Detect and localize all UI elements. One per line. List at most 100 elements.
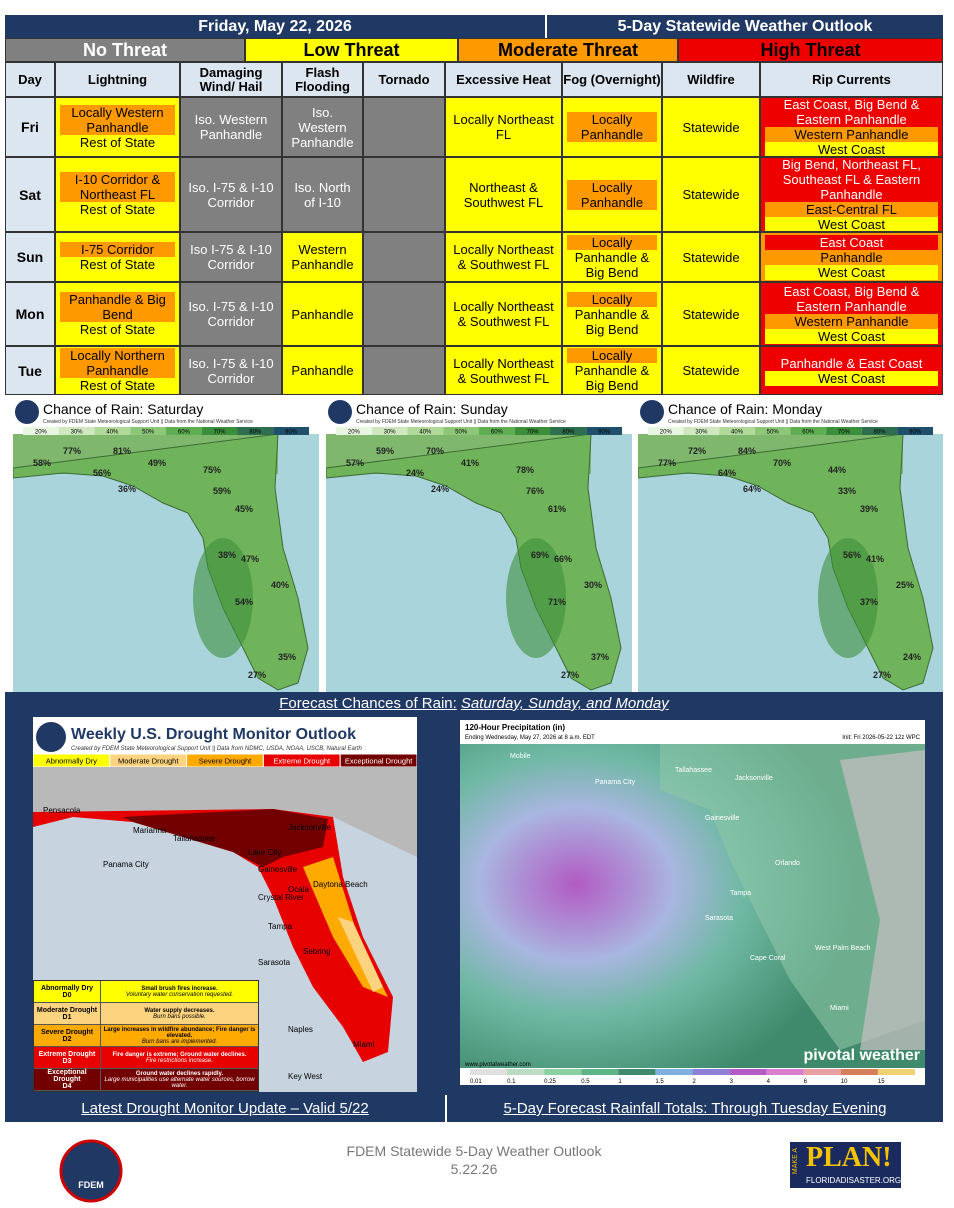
cell-text: Iso. I-75 & I-10 Corridor [185,355,277,386]
table-cell: Iso. I-75 & I-10 Corridor [180,346,282,395]
cell-text: Panhandle [765,249,938,265]
impact-note: Fire restrictions increase. [145,1057,214,1064]
threat-level: High Threat [678,38,943,62]
cell-text: Rest of State [60,134,175,150]
rain-pct: 64% [718,468,736,478]
rain-pct: 66% [554,554,572,564]
scale-box [655,1069,693,1075]
level-cell: Extreme Drought D3 [34,1047,100,1068]
level-code: D4 [62,1083,72,1090]
scale-label: 40% [731,430,744,436]
scale-box [618,1069,656,1075]
figure: Chance of Rain: Monday Created by FDEM St… [638,398,943,692]
cell-text: Locally Panhandle [567,112,657,142]
rain-pct: 78% [516,465,534,475]
cell-text: Locally Northeast & Southwest FL [450,299,557,329]
cell-text: Panhandle & Big Bend [567,363,657,393]
legend-label: Abnormally Dry [46,757,98,766]
table-cell: Panhandle & East Coast West Coast [760,346,943,395]
precip-valid: Ending Wednesday, May 27, 2026 at 8 a.m.… [465,735,595,741]
table-cell: Iso. Western Panhandle [180,97,282,157]
scale-box [840,1069,878,1075]
title: 5-Day Statewide Weather Outlook [545,15,943,38]
cell-text: Western Panhandle [765,127,938,142]
scale-label: 70% [527,430,540,436]
header-strip [460,720,925,744]
impact: Small brush fires increase. [141,985,218,992]
scale-label: 6 [804,1079,808,1085]
scale-label: 50% [455,430,468,436]
map-title: Chance of Rain: Saturday [43,401,203,417]
rain-pct: 27% [873,670,891,680]
scale-box [648,427,684,435]
impact-cell: Ground water declines rapidly. Large muni… [100,1069,258,1090]
level-cell: Abnormally Dry D0 [34,981,100,1002]
cell-text: East-Central FL [765,202,938,217]
table-cell [363,346,445,395]
fl-d0 [338,917,383,992]
wet-area [818,538,878,658]
rain-pct: 56% [93,468,111,478]
table-cell: East Coast, Big Bend & Eastern Panhandle… [760,97,943,157]
cell-text: East Coast [765,234,938,250]
table-cell: Locally Panhandle & Big Bend [562,282,662,346]
city: Pensacola [43,806,81,815]
drought-table: Abnormally Dry D0 Small brush fires increa… [33,980,259,1092]
legend-label: Moderate Drought [118,757,179,766]
plan-site: FLORIDADISASTER.ORG [806,1176,902,1185]
cell-text: Iso. Western Panhandle [287,104,358,150]
city: Crystal River [258,893,304,902]
scale-label: 1.5 [655,1079,664,1085]
impact-note: Voluntary water conservation requested. [125,991,234,998]
cell-text: Panhandle & Big Bend [567,306,657,337]
impact: Large increases in wildfire abundance; F… [103,1026,256,1039]
scale-label: 20% [348,430,361,436]
drought-title: Weekly U.S. Drought Monitor Outlook [71,726,356,743]
rain-pct: 58% [33,458,51,468]
day-cell: Tue [5,346,55,395]
day-cell: Sun [5,232,55,282]
footer-line: FDEM Statewide 5-Day Weather Outlook [346,1143,602,1159]
table-row: Extreme Drought D3 Fire danger is extreme;… [34,1047,258,1069]
city: Marianna [133,826,167,835]
rain-pct: 75% [203,465,221,475]
scale-box [729,1069,767,1075]
city: Ocala [288,885,309,894]
scale-box [336,427,372,435]
scale-box [94,427,131,435]
scale-label: 0.1 [507,1079,516,1085]
seal [59,1139,123,1203]
impact: Ground water declines rapidly. [135,1070,224,1077]
impact-cell: Small brush fires increase. Voluntary wat… [100,981,258,1002]
city: Tampa [730,890,751,897]
logo [640,400,664,424]
rain-pct: 41% [866,554,884,564]
rain-pct: 36% [118,484,136,494]
table-cell: Panhandle & Big Bend Rest of State [55,282,180,346]
level-code: D0 [62,991,72,999]
wet-area [506,538,566,658]
map-title: Chance of Rain: Sunday [356,401,508,417]
table-cell: Statewide [662,282,760,346]
figure: 120-Hour Precipitation (in) Ending Wednes… [460,720,925,1085]
city: Miami [353,1040,375,1049]
impact-cell: Large increases in wildfire abundance; F… [100,1025,258,1046]
scale-label: 60% [178,430,191,436]
table-cell: I-75 Corridor Rest of State [55,232,180,282]
cell-text: Iso. North of I-10 [287,179,358,210]
scale-label: 70% [838,430,851,436]
level-cell: Exceptional Drought D4 [34,1069,100,1090]
rain-pct: 47% [241,554,259,564]
scale-label: 80% [874,430,887,436]
table-cell: Iso. North of I-10 [282,157,363,232]
map-credit: Created by FDEM State Meteorological Sup… [668,419,878,425]
fl-d4 [123,809,328,867]
table-row: Severe Drought D2 Large increases in wildf… [34,1025,258,1047]
plan-make: MAKE A [792,1148,799,1175]
cell-text: I-75 Corridor [60,242,175,257]
level-cell: Severe Drought D2 [34,1025,100,1046]
level-name: Moderate Drought [36,1006,98,1014]
cell-text: Locally Panhandle [567,179,657,210]
city: Tallahassee [173,834,216,843]
